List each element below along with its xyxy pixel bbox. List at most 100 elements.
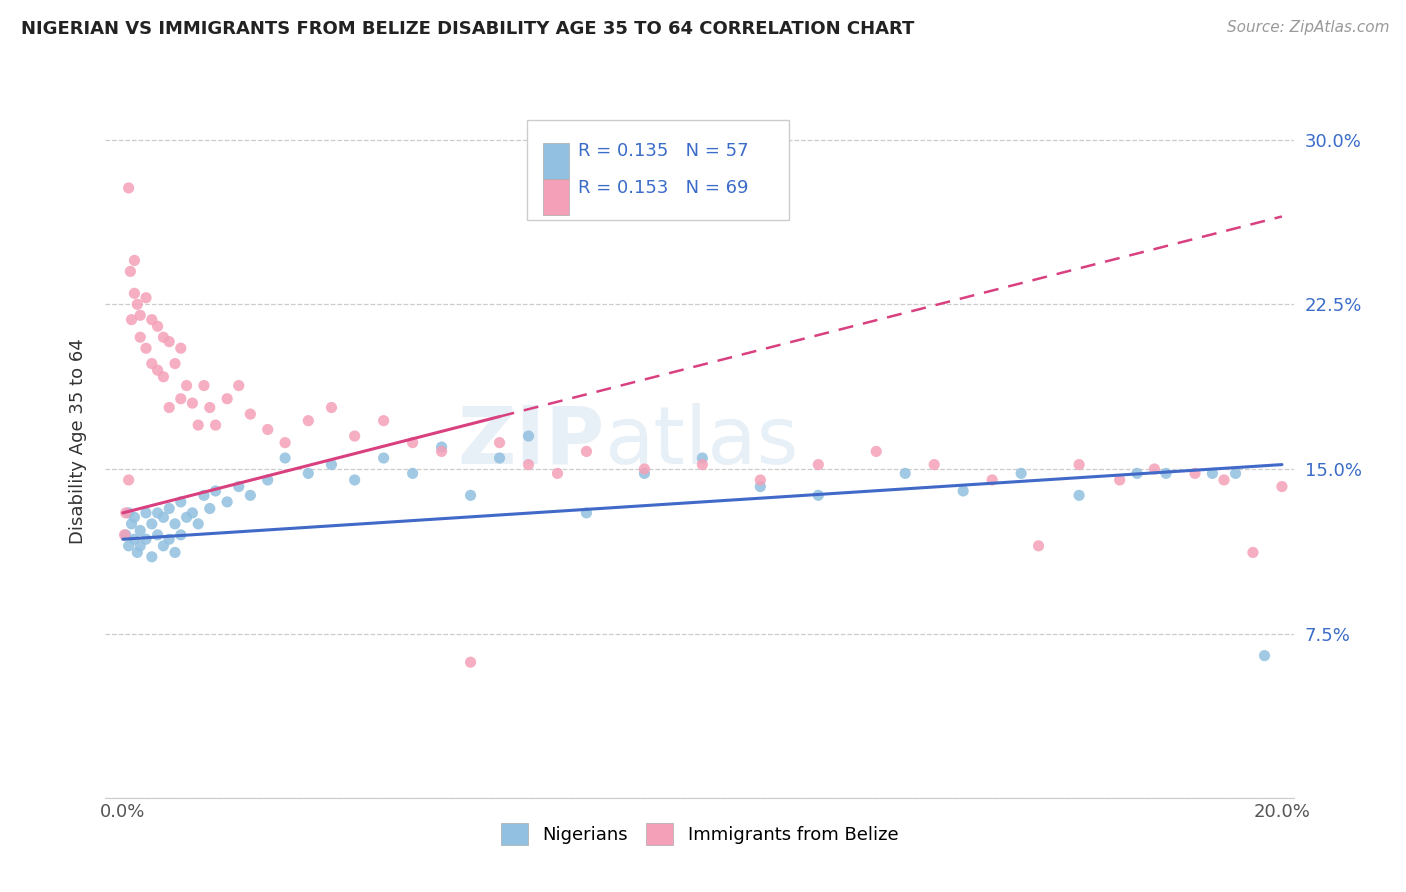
Y-axis label: Disability Age 35 to 64: Disability Age 35 to 64 <box>69 339 87 544</box>
Point <box>157 501 180 516</box>
Point <box>198 501 221 516</box>
Point <box>121 312 143 326</box>
Point <box>114 528 136 542</box>
Point <box>430 444 453 458</box>
Point <box>124 510 146 524</box>
Point <box>127 297 149 311</box>
Point <box>274 435 297 450</box>
Point <box>170 341 193 355</box>
Point <box>135 533 157 547</box>
Point <box>120 264 142 278</box>
Point <box>157 401 180 415</box>
Point <box>121 516 143 531</box>
Point <box>807 488 830 502</box>
Point <box>146 363 169 377</box>
Point <box>517 429 540 443</box>
Point <box>633 462 655 476</box>
Point <box>633 467 655 481</box>
Point <box>1184 467 1206 481</box>
Point <box>488 435 510 450</box>
Point <box>1154 467 1177 481</box>
Point <box>129 308 152 322</box>
Point <box>170 528 193 542</box>
Point <box>256 473 278 487</box>
Point <box>1126 467 1149 481</box>
Point <box>114 528 136 542</box>
Point <box>1271 479 1294 493</box>
Point <box>1253 648 1275 663</box>
Point <box>460 655 482 669</box>
Point <box>198 401 221 415</box>
Point <box>124 253 146 268</box>
Point <box>141 312 163 326</box>
Point <box>547 467 569 481</box>
Point <box>170 392 193 406</box>
Point <box>1213 473 1236 487</box>
Point <box>1241 545 1264 559</box>
Point <box>256 422 278 436</box>
FancyBboxPatch shape <box>543 144 569 179</box>
Point <box>865 444 887 458</box>
Point <box>117 506 139 520</box>
Point <box>373 450 395 465</box>
Point <box>460 488 482 502</box>
Point <box>430 440 453 454</box>
Point <box>1398 479 1406 493</box>
Point <box>146 319 169 334</box>
Point <box>1108 473 1130 487</box>
Text: R = 0.153   N = 69: R = 0.153 N = 69 <box>578 179 749 197</box>
Point <box>239 407 262 421</box>
Point <box>204 418 226 433</box>
Point <box>146 506 169 520</box>
Point <box>401 467 423 481</box>
Point <box>135 291 157 305</box>
Text: NIGERIAN VS IMMIGRANTS FROM BELIZE DISABILITY AGE 35 TO 64 CORRELATION CHART: NIGERIAN VS IMMIGRANTS FROM BELIZE DISAB… <box>21 20 914 37</box>
Point <box>129 330 152 344</box>
Point <box>1143 462 1166 476</box>
Point <box>135 506 157 520</box>
Point <box>1010 467 1032 481</box>
Point <box>117 181 139 195</box>
Point <box>373 414 395 428</box>
Point <box>141 357 163 371</box>
Point <box>141 549 163 564</box>
Point <box>117 539 139 553</box>
Legend: Nigerians, Immigrants from Belize: Nigerians, Immigrants from Belize <box>494 815 905 852</box>
Point <box>488 450 510 465</box>
Point <box>922 458 945 472</box>
Point <box>152 510 174 524</box>
Point <box>152 330 174 344</box>
Point <box>517 458 540 472</box>
Point <box>127 545 149 559</box>
Point <box>749 479 772 493</box>
Point <box>117 473 139 487</box>
Text: ZIP: ZIP <box>457 402 605 481</box>
Point <box>228 378 250 392</box>
Point <box>1067 488 1090 502</box>
Point <box>187 516 209 531</box>
FancyBboxPatch shape <box>543 179 569 215</box>
Point <box>297 414 319 428</box>
Point <box>163 357 186 371</box>
Text: R = 0.135   N = 57: R = 0.135 N = 57 <box>578 142 749 160</box>
Point <box>228 479 250 493</box>
Point <box>152 539 174 553</box>
Point <box>1299 467 1322 481</box>
Point <box>1028 539 1050 553</box>
Text: atlas: atlas <box>605 402 799 481</box>
Point <box>217 392 239 406</box>
Point <box>274 450 297 465</box>
Point <box>176 510 198 524</box>
Point <box>239 488 262 502</box>
Point <box>114 506 136 520</box>
Point <box>343 473 366 487</box>
Point <box>894 467 917 481</box>
Point <box>181 506 204 520</box>
Text: Source: ZipAtlas.com: Source: ZipAtlas.com <box>1226 20 1389 35</box>
Point <box>749 473 772 487</box>
Point <box>217 495 239 509</box>
Point <box>157 533 180 547</box>
Point <box>176 378 198 392</box>
Point <box>1067 458 1090 472</box>
Point <box>401 435 423 450</box>
